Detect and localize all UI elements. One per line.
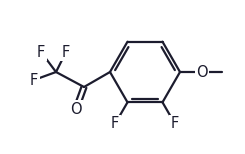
Text: F: F	[37, 45, 45, 59]
Text: F: F	[62, 45, 70, 59]
Text: F: F	[171, 116, 179, 132]
Text: O: O	[196, 65, 208, 79]
Text: F: F	[111, 116, 119, 132]
Text: O: O	[70, 101, 82, 116]
Text: F: F	[30, 73, 38, 87]
